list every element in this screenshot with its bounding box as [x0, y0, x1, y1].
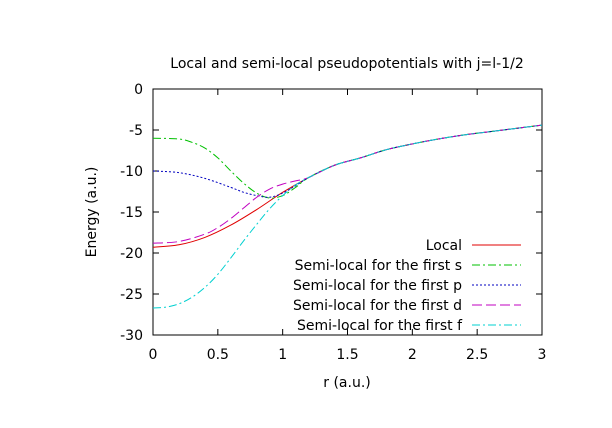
y-tick-label: -15	[120, 205, 143, 221]
y-tick-label: -30	[120, 328, 143, 344]
y-tick-label: -10	[120, 164, 143, 180]
legend: Local Semi-local for the first s Semi-loca…	[293, 238, 521, 334]
x-tick-label: 0.5	[207, 347, 229, 363]
x-axis: 0 0.5 1 1.5 2 2.5 3	[149, 89, 547, 363]
y-axis: -30 -25 -20 -15 -10 -5 0	[120, 82, 542, 344]
series-line-2	[152, 124, 543, 199]
y-axis-label: Energy (a.u.)	[84, 167, 100, 258]
legend-label-4: Semi-local for the first d	[293, 298, 462, 314]
chart-title: Local and semi-local pseudopotentials wi…	[170, 56, 523, 72]
legend-label-1: Local	[426, 238, 462, 254]
x-tick-label: 2.5	[466, 347, 488, 363]
series-line-4	[152, 124, 543, 244]
legend-label-3: Semi-local for the first p	[293, 278, 462, 294]
x-axis-label: r (a.u.)	[323, 375, 370, 391]
x-tick-label: 1	[278, 347, 287, 363]
y-tick-label: -5	[129, 123, 143, 139]
series-line-1	[152, 124, 543, 248]
series-line-5	[152, 124, 543, 309]
y-tick-label: -25	[120, 287, 143, 303]
legend-label-2: Semi-local for the first s	[295, 258, 462, 274]
x-tick-label: 0	[149, 347, 158, 363]
x-tick-label: 3	[538, 347, 547, 363]
x-tick-label: 2	[408, 347, 417, 363]
y-tick-label: -20	[120, 246, 143, 262]
y-tick-label: 0	[134, 82, 143, 98]
series-group	[152, 124, 543, 309]
x-tick-label: 1.5	[336, 347, 358, 363]
legend-label-5: Semi-local for the first f	[297, 318, 463, 334]
